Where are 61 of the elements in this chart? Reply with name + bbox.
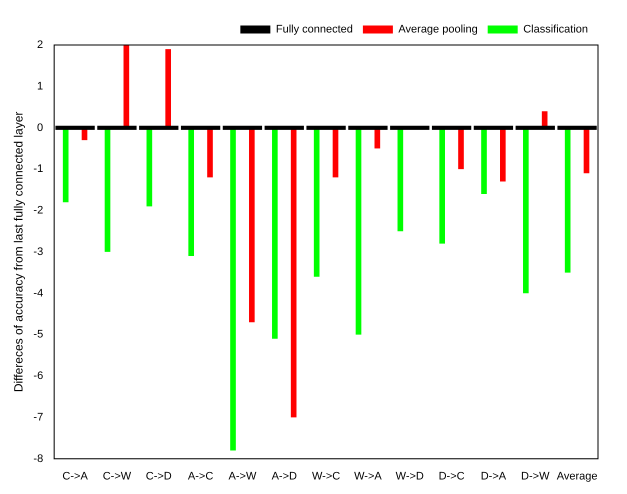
x-tick-label: W->A — [354, 470, 382, 482]
bar — [439, 128, 445, 244]
y-tick-label: -8 — [33, 452, 44, 465]
bar — [290, 128, 296, 418]
bar — [188, 128, 194, 256]
bar — [516, 126, 555, 130]
bar — [348, 126, 388, 130]
bar — [139, 126, 178, 130]
bar — [332, 128, 338, 178]
x-tick-label: D->W — [521, 470, 550, 482]
x-tick-label: C->D — [146, 470, 172, 482]
y-tick-label: -7 — [33, 411, 44, 424]
legend-label: Classification — [523, 24, 588, 36]
bar — [104, 128, 110, 252]
y-tick-label: -6 — [33, 370, 44, 382]
x-tick-label: C->W — [102, 470, 132, 482]
bar — [207, 128, 213, 178]
bar — [230, 128, 236, 451]
bar — [306, 126, 346, 130]
bar — [165, 49, 171, 128]
y-tick-label: -4 — [33, 287, 44, 300]
bar — [398, 128, 404, 232]
y-tick-label: 0 — [37, 122, 44, 134]
bar — [356, 128, 362, 335]
y-tick-label: -3 — [33, 246, 44, 258]
y-axis-title: Differeces of accuracy from last fully connected layer — [12, 112, 26, 392]
y-tick-label: -1 — [33, 163, 44, 176]
x-tick-label: W->C — [312, 470, 340, 482]
bar — [564, 128, 570, 273]
y-tick-label: 2 — [37, 39, 44, 52]
bar — [62, 128, 69, 202]
bar — [584, 128, 590, 174]
x-tick-label: A->C — [188, 470, 214, 482]
bar — [97, 126, 137, 130]
x-tick-label: W->D — [396, 470, 424, 482]
y-tick-label: 1 — [37, 80, 44, 92]
x-tick-label: D->A — [480, 470, 507, 482]
bar — [249, 128, 255, 322]
legend-label: Average pooling — [398, 24, 478, 36]
bar — [146, 128, 152, 206]
bar — [390, 126, 430, 130]
legend-label: Fully connected — [276, 24, 353, 36]
bar — [474, 126, 514, 130]
x-tick-label: Average — [556, 470, 598, 482]
bar — [222, 126, 262, 130]
bar — [523, 128, 529, 294]
bar — [124, 45, 130, 128]
bar — [458, 128, 464, 170]
y-tick-label: -2 — [33, 204, 44, 217]
x-tick-label: A->W — [228, 470, 257, 482]
bar — [264, 126, 304, 130]
x-tick-label: C->A — [62, 470, 88, 482]
bar — [272, 128, 278, 339]
bar — [180, 126, 220, 130]
y-tick-label: -5 — [33, 328, 44, 341]
bar — [481, 128, 487, 194]
bar — [500, 128, 506, 182]
bar — [432, 126, 472, 130]
x-tick-label: A->D — [272, 470, 297, 482]
x-tick-label: D->C — [438, 470, 465, 482]
bar — [314, 128, 320, 277]
